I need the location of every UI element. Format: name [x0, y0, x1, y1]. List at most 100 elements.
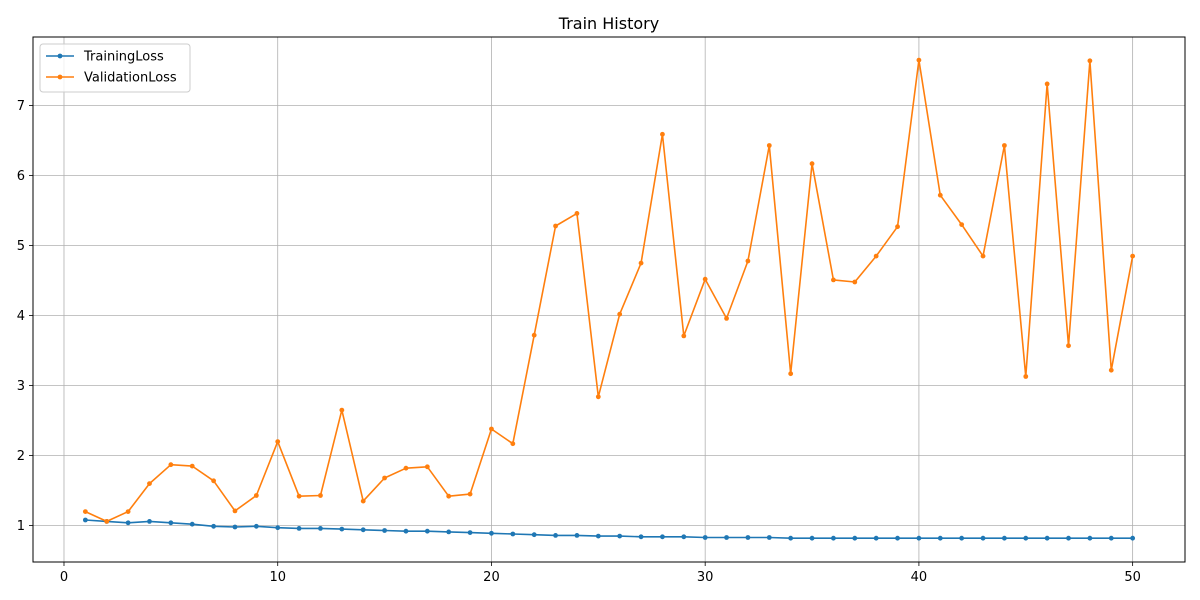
data-point-trainingloss [809, 535, 815, 541]
data-point-validationloss [339, 407, 345, 413]
data-point-trainingloss [189, 521, 195, 527]
data-point-trainingloss [702, 535, 708, 540]
data-point-trainingloss [1044, 535, 1050, 541]
data-point-validationloss [467, 491, 473, 497]
data-point-validationloss [296, 493, 302, 499]
data-point-trainingloss [980, 535, 986, 541]
data-point-validationloss [553, 223, 558, 229]
y-tick-label: 2 [17, 449, 25, 464]
data-point-trainingloss [916, 535, 922, 541]
data-point-trainingloss [681, 534, 687, 540]
y-tick-label: 6 [17, 169, 25, 184]
x-tick-label: 10 [269, 570, 286, 585]
data-point-trainingloss [275, 525, 281, 531]
data-point-trainingloss [1087, 535, 1093, 541]
data-point-trainingloss [1001, 535, 1007, 541]
x-tick-label: 40 [911, 570, 928, 585]
data-point-validationloss [531, 332, 537, 338]
legend-label-trainingloss: TrainingLoss [83, 50, 164, 65]
data-point-validationloss [959, 222, 965, 228]
x-tick-label: 50 [1124, 570, 1141, 585]
data-point-validationloss [168, 462, 174, 468]
data-point-validationloss [253, 493, 259, 498]
data-point-validationloss [873, 253, 879, 259]
data-point-validationloss [831, 277, 836, 283]
data-point-validationloss [766, 143, 772, 148]
data-point-trainingloss [873, 535, 879, 541]
data-point-trainingloss [82, 517, 88, 523]
data-point-validationloss [724, 316, 729, 321]
y-tick-label: 1 [17, 519, 25, 534]
data-point-trainingloss [211, 523, 217, 529]
data-point-validationloss [147, 481, 152, 486]
data-point-trainingloss [446, 529, 452, 535]
data-point-trainingloss [937, 535, 943, 541]
data-point-validationloss [1044, 81, 1050, 87]
grid [33, 37, 1185, 562]
legend-marker-trainingloss [57, 53, 63, 59]
data-point-trainingloss [553, 533, 558, 538]
data-point-trainingloss [895, 535, 900, 541]
data-point-validationloss [852, 279, 858, 285]
data-point-trainingloss [1066, 535, 1071, 541]
data-point-validationloss [82, 509, 88, 514]
data-point-validationloss [617, 311, 623, 317]
data-point-validationloss [232, 508, 238, 514]
data-point-trainingloss [745, 535, 751, 540]
data-point-validationloss [788, 371, 794, 377]
data-point-validationloss [574, 211, 580, 216]
data-point-validationloss [189, 463, 195, 469]
chart-title: Train History [558, 14, 659, 33]
data-point-trainingloss [424, 528, 430, 534]
data-point-validationloss [125, 509, 131, 514]
plot-frame [32, 36, 1186, 563]
data-point-validationloss [681, 333, 687, 339]
data-point-trainingloss [531, 532, 537, 538]
data-point-trainingloss [382, 528, 387, 533]
data-point-trainingloss [489, 530, 494, 536]
data-point-validationloss [275, 439, 281, 444]
data-point-trainingloss [339, 526, 345, 532]
data-point-trainingloss [1130, 535, 1136, 541]
data-point-validationloss [638, 260, 644, 266]
data-point-trainingloss [403, 528, 409, 534]
y-tick-label: 5 [17, 239, 25, 254]
data-point-validationloss [916, 57, 922, 63]
data-point-trainingloss [660, 534, 665, 540]
data-point-trainingloss [125, 520, 131, 526]
x-tick-label: 20 [483, 570, 500, 585]
data-point-validationloss [1108, 367, 1114, 373]
series-layer [82, 57, 1136, 541]
data-point-trainingloss [253, 523, 259, 529]
data-point-validationloss [1130, 253, 1136, 259]
data-point-validationloss [446, 493, 452, 499]
data-point-validationloss [1001, 143, 1007, 148]
data-point-trainingloss [959, 535, 965, 541]
data-point-validationloss [211, 478, 217, 484]
data-point-trainingloss [1023, 535, 1029, 541]
legend-box [39, 43, 191, 93]
data-point-validationloss [360, 498, 366, 504]
legend-label-validationloss: ValidationLoss [84, 71, 177, 86]
data-point-trainingloss [766, 535, 772, 540]
data-point-trainingloss [574, 533, 580, 538]
data-point-validationloss [382, 475, 387, 481]
data-point-validationloss [809, 161, 815, 167]
data-point-trainingloss [232, 524, 238, 530]
data-point-validationloss [595, 394, 601, 400]
axis-ticks: 0 10 20 30 40 50 1 2 3 4 5 6 7 [17, 99, 1141, 585]
x-tick-label: 30 [697, 570, 714, 585]
legend: TrainingLoss ValidationLoss [39, 43, 191, 93]
data-point-validationloss [424, 464, 430, 470]
data-point-trainingloss [788, 535, 794, 541]
data-point-validationloss [1066, 343, 1071, 349]
data-point-validationloss [980, 253, 986, 259]
data-point-trainingloss [724, 535, 729, 540]
data-point-validationloss [489, 426, 494, 432]
data-point-validationloss [745, 258, 751, 264]
x-tick-label: 0 [60, 570, 68, 585]
data-point-trainingloss [360, 527, 366, 533]
